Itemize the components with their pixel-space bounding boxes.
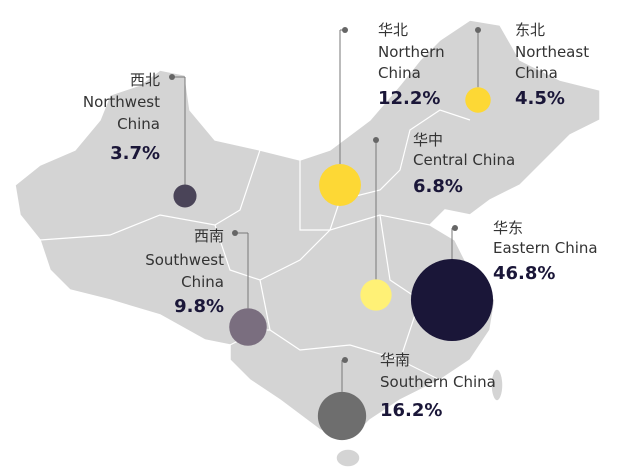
region-name-zh: 华北 bbox=[378, 21, 408, 39]
region-name-en: Southern China bbox=[380, 373, 496, 391]
region-name-zh: 华中 bbox=[413, 131, 443, 149]
region-share: 6.8% bbox=[413, 176, 463, 197]
leader-dot bbox=[452, 225, 458, 231]
region-name-en: China bbox=[515, 64, 558, 82]
region-name-zh: 华东 bbox=[493, 219, 523, 237]
leader-dot bbox=[169, 74, 175, 80]
leader-dot bbox=[342, 27, 348, 33]
bubble bbox=[229, 308, 267, 346]
region-name-en: Eastern China bbox=[493, 239, 598, 257]
region-name-en: Southwest bbox=[145, 251, 224, 269]
border bbox=[299, 109, 471, 231]
region-share: 16.2% bbox=[380, 400, 442, 421]
bubble bbox=[173, 184, 197, 208]
bubble bbox=[465, 87, 491, 113]
leader-dot bbox=[475, 27, 481, 33]
leader-dot bbox=[342, 357, 348, 363]
taiwan bbox=[490, 368, 504, 402]
region-name-zh: 西北 bbox=[130, 71, 160, 89]
bubble bbox=[360, 279, 392, 311]
leader-dot bbox=[232, 230, 238, 236]
leader-dot bbox=[373, 137, 379, 143]
region-share: 46.8% bbox=[493, 263, 555, 284]
region-share: 3.7% bbox=[110, 143, 160, 164]
region-name-en: Central China bbox=[413, 151, 515, 169]
bubble bbox=[319, 164, 361, 206]
hainan bbox=[335, 448, 361, 468]
region-share: 9.8% bbox=[174, 296, 224, 317]
region-name-en: China bbox=[181, 273, 224, 291]
border bbox=[39, 149, 261, 241]
border bbox=[379, 214, 421, 361]
border bbox=[259, 279, 441, 381]
region-name-zh: 东北 bbox=[515, 21, 545, 39]
region-name-zh: 西南 bbox=[194, 227, 224, 245]
region-name-en: Northern bbox=[378, 43, 445, 61]
region-share: 4.5% bbox=[515, 88, 565, 109]
region-share: 12.2% bbox=[378, 88, 440, 109]
region-name-en: Northeast bbox=[515, 43, 589, 61]
region-name-en: Northwest bbox=[83, 93, 160, 111]
bubble bbox=[410, 258, 494, 342]
region-name-zh: 华南 bbox=[380, 351, 410, 369]
bubble bbox=[317, 391, 367, 441]
region-name-en: China bbox=[117, 115, 160, 133]
region-name-en: China bbox=[378, 64, 421, 82]
